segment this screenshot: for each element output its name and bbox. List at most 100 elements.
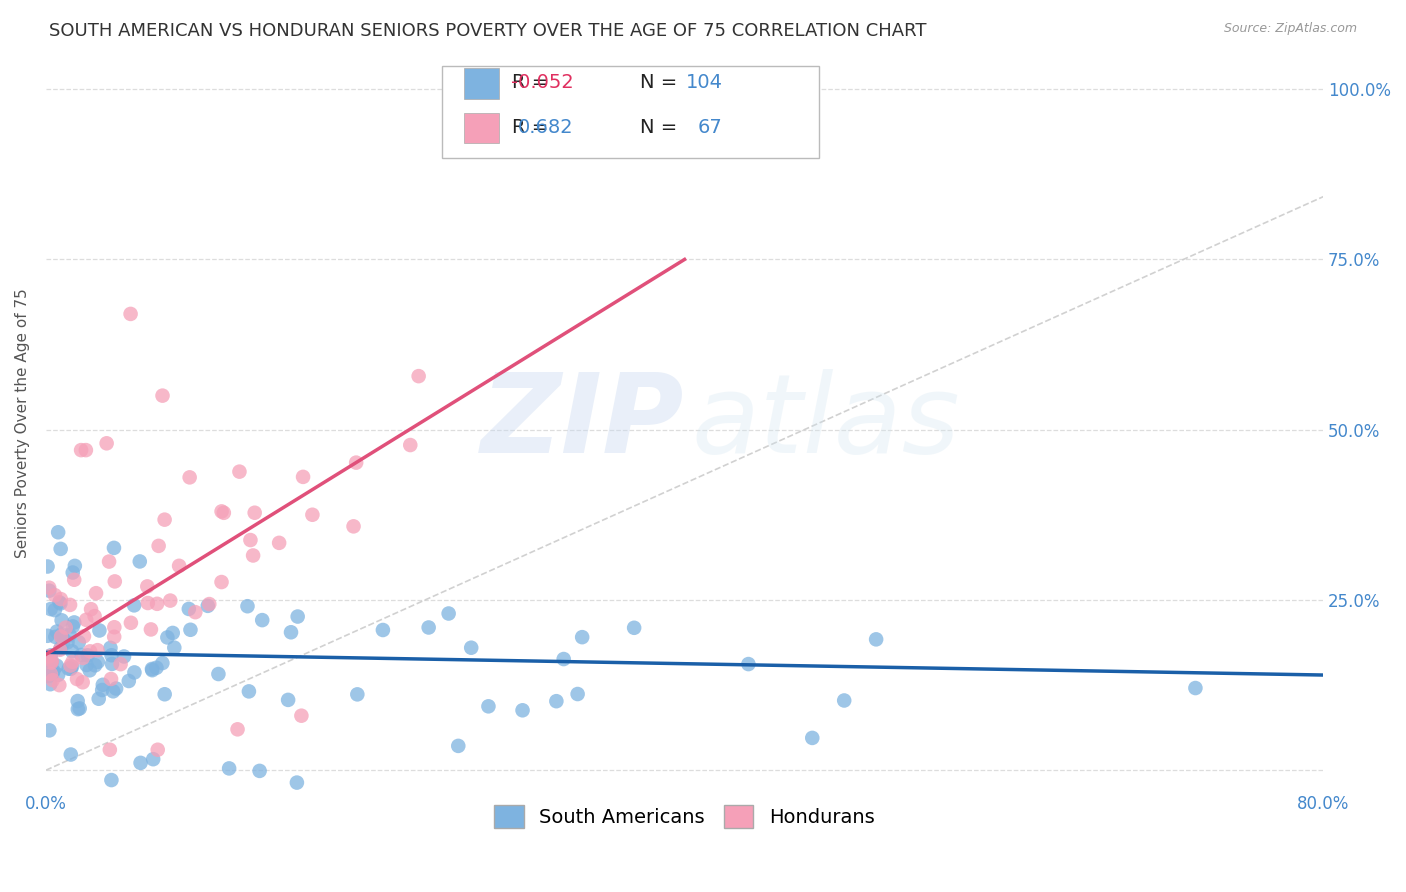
Point bbox=[51, 631, 73, 645]
Point bbox=[252, 613, 274, 627]
Point bbox=[49, 541, 72, 556]
Point bbox=[120, 615, 142, 630]
Point bbox=[128, 554, 150, 568]
Point bbox=[83, 609, 105, 624]
Point bbox=[98, 743, 121, 757]
Point bbox=[832, 693, 855, 707]
Point bbox=[408, 369, 430, 384]
Point bbox=[418, 620, 440, 634]
Point bbox=[62, 619, 84, 633]
Point bbox=[277, 693, 299, 707]
Point bbox=[39, 648, 62, 663]
Point bbox=[39, 666, 62, 681]
Point bbox=[66, 694, 89, 708]
Point bbox=[184, 605, 207, 619]
Point bbox=[100, 640, 122, 655]
Point bbox=[59, 598, 82, 612]
Point bbox=[287, 609, 309, 624]
Point bbox=[460, 640, 482, 655]
Point bbox=[290, 708, 312, 723]
Point bbox=[801, 731, 824, 745]
Point bbox=[41, 673, 63, 687]
Point bbox=[63, 558, 86, 573]
Point bbox=[51, 627, 73, 641]
Point bbox=[153, 513, 176, 527]
Point bbox=[42, 664, 65, 678]
Point bbox=[59, 658, 82, 673]
Point bbox=[141, 662, 163, 676]
Point bbox=[129, 756, 152, 770]
Point bbox=[179, 470, 201, 484]
Point bbox=[243, 506, 266, 520]
Point bbox=[49, 642, 72, 657]
Point bbox=[136, 596, 159, 610]
Point bbox=[399, 438, 422, 452]
Point bbox=[103, 630, 125, 644]
Point bbox=[546, 694, 568, 708]
Point bbox=[62, 566, 84, 580]
Point bbox=[84, 586, 107, 600]
Point bbox=[238, 684, 260, 698]
Point bbox=[79, 644, 101, 658]
Point bbox=[118, 673, 141, 688]
Point bbox=[91, 678, 114, 692]
Point bbox=[72, 675, 94, 690]
Bar bbox=[464, 68, 499, 99]
Point bbox=[737, 657, 759, 671]
Point bbox=[45, 624, 67, 639]
Point bbox=[110, 657, 132, 672]
Point bbox=[76, 658, 98, 673]
Point bbox=[44, 603, 66, 617]
Point bbox=[79, 663, 101, 677]
Point bbox=[153, 687, 176, 701]
Point bbox=[280, 625, 302, 640]
Point bbox=[75, 443, 97, 458]
Point bbox=[865, 632, 887, 647]
Point bbox=[41, 666, 63, 681]
Point bbox=[218, 761, 240, 775]
Point bbox=[211, 504, 233, 518]
Point bbox=[63, 573, 86, 587]
FancyBboxPatch shape bbox=[441, 66, 818, 158]
Point bbox=[63, 615, 86, 630]
Point bbox=[301, 508, 323, 522]
Point bbox=[148, 539, 170, 553]
Point bbox=[177, 602, 200, 616]
Text: N =: N = bbox=[640, 118, 683, 136]
Point bbox=[437, 607, 460, 621]
Point bbox=[44, 630, 66, 644]
Point bbox=[512, 703, 534, 717]
Point bbox=[87, 691, 110, 706]
Point bbox=[70, 443, 93, 458]
Point bbox=[98, 555, 121, 569]
Point bbox=[59, 747, 82, 762]
Point bbox=[70, 648, 93, 662]
Point bbox=[60, 644, 83, 658]
Point bbox=[103, 620, 125, 634]
Text: 104: 104 bbox=[686, 73, 723, 92]
Point bbox=[44, 588, 66, 602]
Point bbox=[124, 665, 146, 680]
Point bbox=[52, 636, 75, 650]
Point bbox=[344, 456, 367, 470]
Point bbox=[86, 643, 108, 657]
Text: atlas: atlas bbox=[690, 369, 959, 476]
Text: R =: R = bbox=[512, 118, 554, 136]
Point bbox=[80, 602, 103, 616]
Point bbox=[104, 574, 127, 589]
Point bbox=[45, 658, 67, 673]
Point bbox=[49, 641, 72, 656]
Point bbox=[142, 752, 165, 766]
Text: -0.052: -0.052 bbox=[510, 73, 574, 92]
Point bbox=[59, 628, 82, 642]
Point bbox=[38, 581, 60, 595]
Point bbox=[346, 687, 368, 701]
Point bbox=[67, 635, 90, 649]
Point bbox=[58, 662, 80, 676]
Point bbox=[51, 613, 73, 627]
Point bbox=[447, 739, 470, 753]
Point bbox=[87, 655, 110, 669]
Point bbox=[89, 624, 111, 638]
Point bbox=[146, 743, 169, 757]
Point bbox=[236, 599, 259, 614]
